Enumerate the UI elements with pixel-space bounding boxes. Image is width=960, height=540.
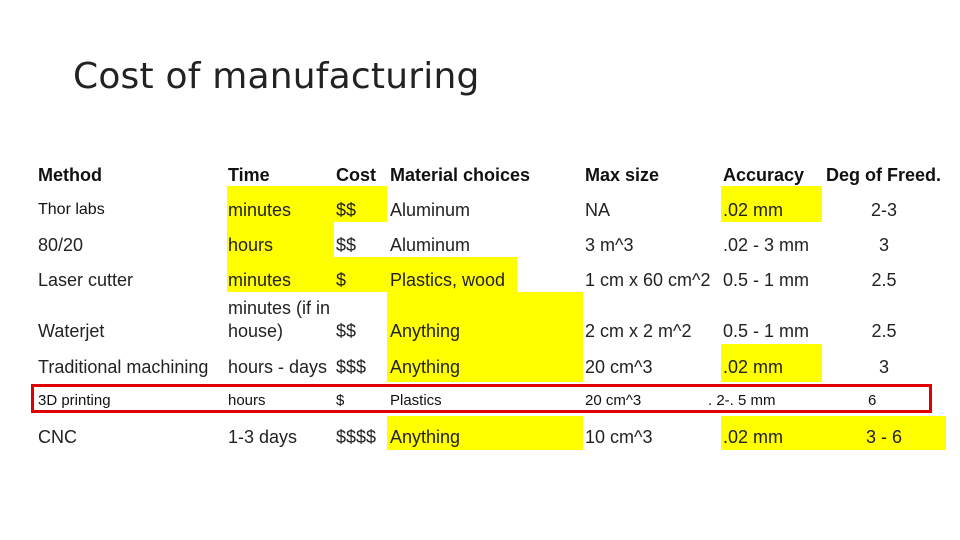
row-8020-size: 3 m^3	[585, 234, 634, 255]
row-laser-dof: 2.5	[871, 269, 897, 290]
row-laser-size: 1 cm x 60 cm^2	[585, 269, 711, 290]
row-8020-accuracy: .02 - 3 mm	[723, 234, 810, 255]
row-cnc-method: CNC	[38, 426, 77, 447]
highlight-outline-3d-printing	[31, 384, 932, 413]
row-3dprint-cost: $	[336, 391, 345, 409]
row-cnc-material: Anything	[390, 426, 461, 447]
row-3dprint-method: 3D printing	[38, 391, 111, 409]
row-cnc-time: 1-3 days	[228, 426, 298, 447]
header-dof: Deg of Freed.	[826, 164, 942, 185]
row-cnc-accuracy: .02 mm	[723, 426, 784, 447]
row-thor-material: Aluminum	[390, 199, 471, 220]
highlight-material-laser	[387, 257, 517, 292]
row-thor-dof: 2-3	[870, 199, 897, 220]
row-waterjet-size: 2 cm x 2 m^2	[585, 320, 692, 341]
row-laser-accuracy: 0.5 - 1 mm	[723, 269, 810, 290]
header-cost: Cost	[336, 164, 376, 185]
row-3dprint-time: hours	[228, 391, 266, 409]
highlight-accuracy-machining	[721, 344, 822, 382]
row-8020-time: hours	[228, 234, 274, 255]
row-machining-accuracy: .02 mm	[723, 356, 784, 377]
highlight-material-block	[387, 292, 583, 382]
row-waterjet-dof: 2.5	[871, 320, 897, 341]
header-accuracy: Accuracy	[723, 164, 805, 185]
highlight-cost-col	[334, 186, 387, 222]
row-cnc-size: 10 cm^3	[585, 426, 653, 447]
row-thor-size: NA	[585, 199, 611, 220]
header-max-size: Max size	[585, 164, 660, 185]
row-waterjet-method: Waterjet	[38, 320, 105, 341]
row-laser-time: minutes	[228, 269, 292, 290]
row-machining-cost: $$$	[336, 356, 367, 377]
row-machining-dof: 3	[878, 356, 889, 377]
row-3dprint-size: 20 cm^3	[585, 391, 642, 409]
highlight-cnc-dof	[822, 416, 946, 450]
highlight-cost-laser	[334, 257, 387, 292]
row-8020-dof: 3	[878, 234, 889, 255]
row-8020-cost: $$	[336, 234, 357, 255]
highlight-time-col	[227, 186, 334, 292]
row-waterjet-material: Anything	[390, 320, 461, 341]
header-material: Material choices	[390, 164, 531, 185]
row-8020-method: 80/20	[38, 234, 84, 255]
row-waterjet-accuracy: 0.5 - 1 mm	[723, 320, 810, 341]
highlight-accuracy-thor	[721, 186, 822, 222]
row-laser-material: Plastics, wood	[390, 269, 506, 290]
header-method: Method	[38, 164, 102, 185]
row-thor-time: minutes	[228, 199, 292, 220]
row-3dprint-dof: 6	[868, 391, 877, 409]
row-laser-method: Laser cutter	[38, 269, 134, 290]
row-thor-cost: $$	[336, 199, 357, 220]
row-waterjet-cost: $$	[336, 320, 357, 341]
row-thor-accuracy: .02 mm	[723, 199, 784, 220]
highlight-cnc-material	[387, 416, 583, 450]
row-machining-size: 20 cm^3	[585, 356, 653, 377]
highlight-cnc-accuracy	[721, 416, 822, 450]
row-thor-method: Thor labs	[38, 201, 105, 218]
row-3dprint-material: Plastics	[390, 391, 442, 409]
row-waterjet-time: minutes (if in house)	[228, 298, 331, 341]
slide-title: Cost of manufacturing	[73, 56, 480, 97]
row-machining-time: hours - days	[228, 356, 328, 377]
row-machining-method: Traditional machining	[38, 356, 209, 377]
header-time: Time	[228, 164, 270, 185]
row-laser-cost: $	[336, 269, 347, 290]
row-machining-material: Anything	[390, 356, 461, 377]
row-3dprint-accuracy: . 2-. 5 mm	[708, 391, 776, 409]
row-cnc-dof: 3 - 6	[865, 426, 903, 447]
row-cnc-cost: $$$$	[336, 426, 377, 447]
row-8020-material: Aluminum	[390, 234, 471, 255]
